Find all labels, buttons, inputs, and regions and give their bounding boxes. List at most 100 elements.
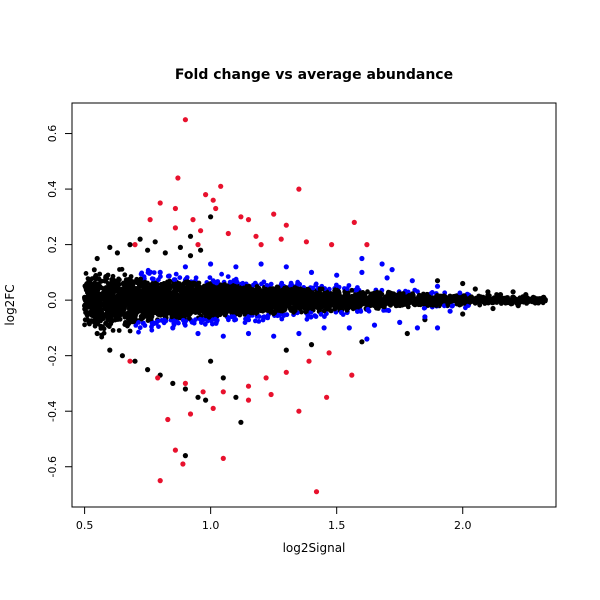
cloud-point — [177, 288, 183, 293]
cloud-point — [151, 270, 157, 275]
data-point — [523, 292, 529, 298]
cloud-point — [261, 314, 266, 320]
cloud-point — [332, 299, 338, 304]
cloud-point — [193, 275, 199, 281]
cloud-point — [164, 308, 170, 314]
data-point — [324, 394, 330, 400]
cloud-point — [176, 281, 182, 286]
chart-title: Fold change vs average abundance — [175, 67, 453, 83]
cloud-point — [197, 299, 203, 304]
cloud-point — [179, 292, 184, 298]
cloud-point — [323, 299, 329, 305]
cloud-point — [154, 281, 160, 287]
data-point — [132, 358, 138, 364]
data-point — [182, 453, 188, 459]
cloud-point — [238, 290, 243, 296]
cloud-point — [146, 309, 151, 315]
cloud-point — [268, 310, 274, 315]
cloud-point — [386, 308, 392, 314]
cloud-point — [97, 294, 103, 300]
cloud-point — [120, 307, 126, 313]
data-point — [306, 358, 312, 364]
cloud-point — [261, 279, 267, 285]
cloud-point — [251, 282, 256, 288]
cloud-point — [169, 298, 175, 304]
cloud-point — [299, 309, 304, 315]
cloud-point — [156, 324, 161, 329]
cloud-point — [128, 299, 134, 305]
cloud-point — [124, 286, 129, 292]
cloud-point — [119, 287, 125, 292]
cloud-point — [243, 306, 249, 312]
data-point — [208, 261, 214, 267]
cloud-point — [224, 299, 230, 304]
data-point — [510, 289, 516, 295]
cloud-point — [109, 304, 115, 310]
cloud-point — [116, 328, 122, 333]
data-point — [208, 358, 214, 364]
cloud-point — [332, 306, 338, 312]
cloud-point — [369, 301, 375, 307]
data-points-layer — [82, 117, 547, 495]
data-point — [195, 242, 201, 248]
data-point — [321, 325, 327, 331]
cloud-point — [341, 302, 346, 308]
cloud-point — [219, 271, 225, 277]
cloud-point — [234, 279, 240, 285]
cloud-point — [125, 279, 130, 284]
y-tick-label: -0.2 — [46, 345, 59, 366]
cloud-point — [105, 306, 110, 312]
cloud-point — [482, 296, 488, 302]
cloud-point — [279, 280, 285, 286]
cloud-point — [257, 294, 263, 299]
data-point — [157, 200, 163, 206]
cloud-point — [357, 303, 362, 309]
cloud-point — [243, 316, 248, 322]
cloud-point — [210, 278, 216, 283]
cloud-point — [139, 270, 145, 276]
data-point — [162, 250, 168, 256]
cloud-point — [220, 310, 226, 316]
cloud-point — [115, 298, 120, 304]
cloud-point — [240, 286, 246, 291]
data-point — [245, 330, 252, 337]
data-point — [172, 447, 178, 453]
data-point — [200, 389, 206, 395]
cloud-point — [172, 284, 177, 289]
cloud-point — [515, 297, 521, 303]
cloud-point — [509, 298, 515, 304]
cloud-point — [116, 302, 122, 307]
cloud-point — [344, 307, 350, 313]
cloud-point — [286, 297, 291, 303]
data-point — [540, 294, 547, 300]
cloud-point — [169, 291, 175, 297]
cloud-point — [287, 292, 293, 298]
cloud-point — [374, 302, 379, 308]
cloud-point — [332, 287, 338, 293]
data-point — [82, 303, 88, 309]
data-point — [220, 375, 226, 381]
cloud-point — [445, 302, 451, 307]
cloud-point — [143, 303, 149, 308]
cloud-point — [391, 291, 397, 297]
data-point — [258, 261, 264, 267]
cloud-point — [102, 286, 108, 292]
cloud-point — [217, 299, 223, 305]
data-point — [303, 239, 309, 245]
cloud-point — [140, 295, 146, 301]
data-point — [359, 269, 365, 275]
cloud-point — [123, 299, 129, 304]
cloud-point — [151, 276, 156, 282]
cloud-point — [298, 290, 304, 295]
data-point — [203, 397, 209, 403]
cloud-point — [462, 293, 467, 299]
data-point — [296, 330, 302, 337]
cloud-point — [304, 316, 310, 322]
data-point — [190, 217, 196, 223]
cloud-point — [277, 290, 282, 296]
data-point — [278, 236, 284, 242]
cloud-point — [171, 318, 177, 324]
cloud-point — [222, 282, 228, 287]
cloud-point — [447, 295, 453, 301]
